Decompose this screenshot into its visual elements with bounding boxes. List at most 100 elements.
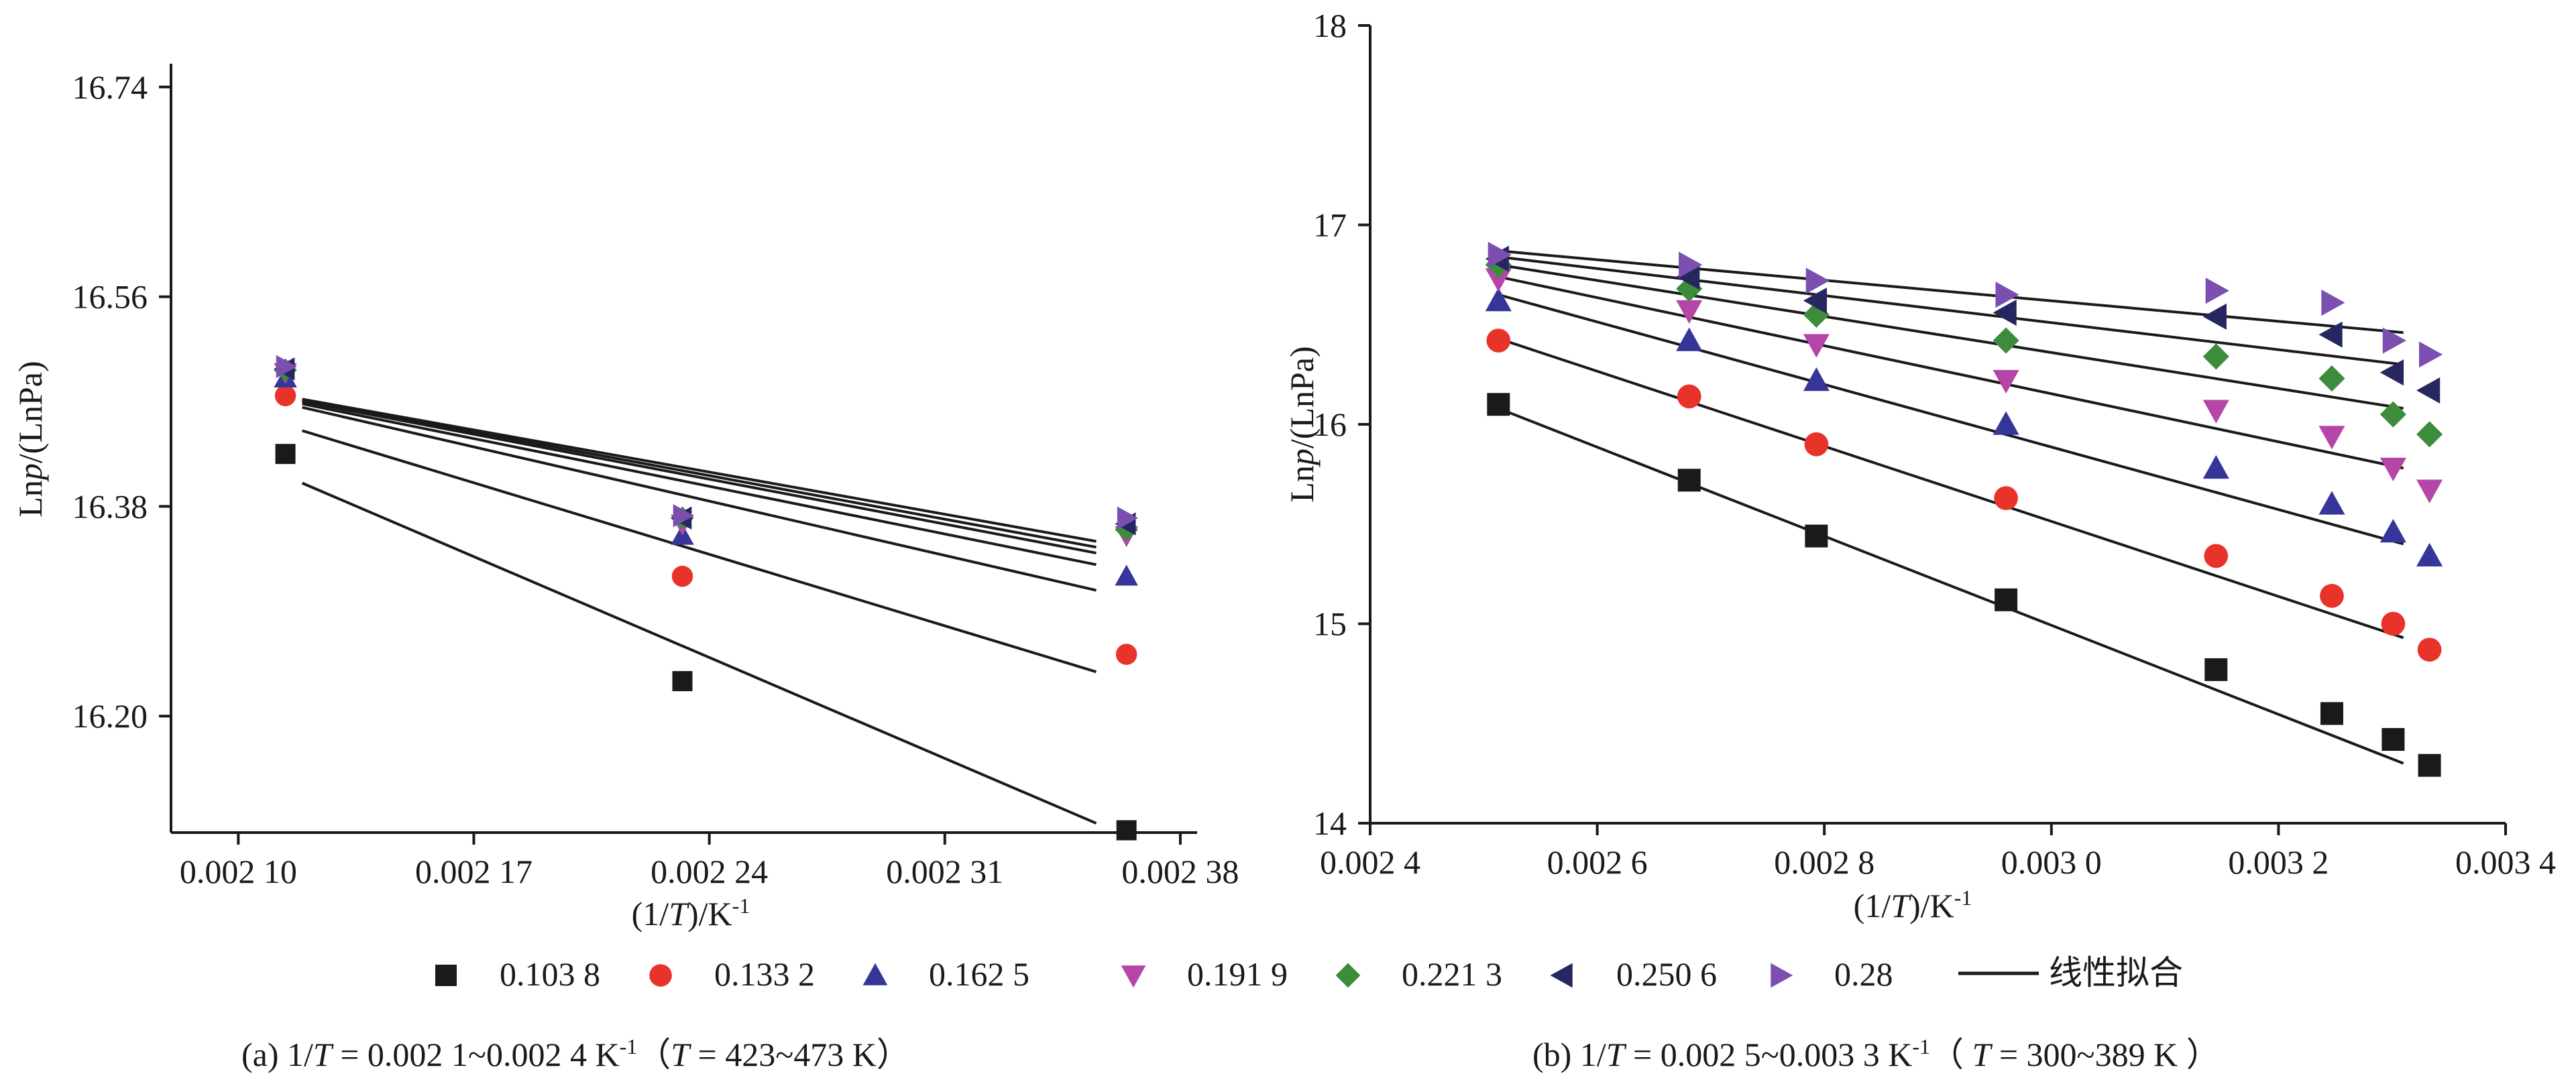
data-point bbox=[2318, 321, 2343, 348]
data-point bbox=[1676, 276, 1703, 302]
panel-b-ylabel: Lnp/(LnPa) bbox=[1283, 346, 1321, 502]
data-point bbox=[2320, 702, 2343, 725]
data-point bbox=[2202, 455, 2229, 479]
data-point bbox=[1805, 267, 1830, 294]
fit-line bbox=[302, 398, 1097, 543]
y-tick-label: 16.74 bbox=[72, 68, 148, 106]
legend-label: 0.162 5 bbox=[929, 955, 1029, 993]
data-point bbox=[1676, 263, 1700, 290]
data-point bbox=[671, 565, 693, 587]
legend: 0.103 8 0.133 2 0.162 5 0.191 9 0.221 3 0.250… bbox=[435, 954, 2183, 993]
fit-line bbox=[1498, 275, 2404, 470]
data-point bbox=[2416, 421, 2443, 448]
fit-line bbox=[302, 399, 1097, 549]
fit-line bbox=[1498, 337, 2404, 640]
y-tick-label: 18 bbox=[1313, 7, 1347, 44]
panel-a-caption: (a) 1/T = 0.002 1~0.002 4 K-1（T = 423~47… bbox=[241, 1034, 910, 1073]
data-point bbox=[1993, 369, 2019, 394]
data-point bbox=[2382, 728, 2405, 751]
data-point bbox=[2416, 377, 2441, 404]
data-point bbox=[2379, 457, 2406, 481]
panel-b-caption: (b) 1/T = 0.002 5~0.003 3 K-1（ T = 300~3… bbox=[1532, 1034, 2220, 1073]
data-point bbox=[1676, 327, 1703, 351]
fit-line bbox=[1498, 407, 2404, 765]
legend-marker bbox=[1550, 963, 1573, 988]
data-point bbox=[1995, 282, 2019, 308]
data-point bbox=[1488, 241, 1512, 268]
legend-label: 0.103 8 bbox=[500, 955, 600, 993]
data-point bbox=[2204, 544, 2229, 568]
data-point bbox=[1676, 300, 1703, 324]
x-tick-label: 0.002 10 bbox=[180, 853, 297, 890]
data-point bbox=[1803, 288, 1827, 314]
legend-marker bbox=[862, 963, 888, 985]
data-point bbox=[2418, 753, 2441, 777]
data-point bbox=[2202, 303, 2227, 330]
data-point bbox=[1487, 393, 1510, 416]
fit-line bbox=[302, 406, 1097, 592]
legend-marker bbox=[1335, 963, 1361, 988]
fit-line bbox=[302, 402, 1097, 566]
x-tick-label: 0.002 38 bbox=[1121, 853, 1239, 890]
panel-a-chart: 0.002 10 0.002 17 0.002 24 0.002 31 0.002 38… bbox=[11, 64, 1239, 932]
fit-line bbox=[302, 429, 1097, 674]
fit-line bbox=[1498, 263, 2404, 410]
data-point bbox=[1995, 588, 2018, 611]
data-point bbox=[2202, 343, 2229, 370]
y-tick-label: 14 bbox=[1313, 804, 1347, 842]
data-point bbox=[2202, 400, 2229, 424]
data-point bbox=[672, 671, 693, 692]
y-tick-label: 16.56 bbox=[72, 278, 148, 316]
data-point bbox=[2320, 584, 2344, 608]
y-tick-label: 15 bbox=[1313, 605, 1347, 643]
data-point bbox=[2321, 289, 2345, 316]
data-point bbox=[2382, 327, 2406, 354]
data-point bbox=[2379, 519, 2406, 543]
data-point bbox=[2416, 479, 2443, 503]
data-point bbox=[1805, 524, 1828, 548]
data-point bbox=[2381, 611, 2406, 636]
legend-fit-label: 线性拟合 bbox=[2049, 954, 2183, 991]
data-point bbox=[2318, 365, 2345, 392]
data-point bbox=[274, 385, 296, 407]
x-tick-label: 0.002 8 bbox=[1774, 843, 1874, 881]
data-point bbox=[1803, 367, 1830, 391]
panel-a-xlabel: (1/T)/K-1 bbox=[632, 894, 750, 932]
data-point bbox=[1993, 327, 2019, 354]
data-point bbox=[2205, 278, 2229, 304]
x-tick-label: 0.002 6 bbox=[1547, 843, 1648, 881]
panel-b-xlabel: (1/T)/K-1 bbox=[1854, 886, 1972, 924]
legend-marker bbox=[1771, 963, 1793, 988]
legend-label: 0.221 3 bbox=[1402, 955, 1502, 993]
x-tick-label: 0.002 4 bbox=[1320, 843, 1420, 881]
legend-marker bbox=[435, 965, 457, 986]
data-point bbox=[1117, 506, 1138, 530]
data-point bbox=[2417, 638, 2442, 662]
data-point bbox=[2318, 491, 2345, 515]
x-tick-label: 0.002 24 bbox=[651, 853, 768, 890]
legend-marker bbox=[649, 964, 672, 987]
x-tick-label: 0.002 31 bbox=[886, 853, 1003, 890]
data-point bbox=[1677, 384, 1701, 409]
data-point bbox=[1485, 268, 1512, 292]
y-tick-label: 17 bbox=[1313, 206, 1347, 244]
data-point bbox=[1485, 288, 1512, 312]
fit-line bbox=[301, 481, 1097, 825]
data-point bbox=[2318, 426, 2345, 450]
x-tick-label: 0.003 2 bbox=[2228, 843, 2329, 881]
fit-line bbox=[1498, 255, 2404, 366]
data-point bbox=[1994, 486, 2018, 510]
data-point bbox=[275, 444, 296, 465]
panel-a-ylabel: Lnp/(LnPa) bbox=[11, 361, 49, 517]
data-point bbox=[673, 504, 694, 528]
x-tick-label: 0.003 4 bbox=[2455, 843, 2556, 881]
data-point bbox=[1993, 299, 2017, 326]
legend-label: 0.191 9 bbox=[1187, 955, 1288, 993]
data-point bbox=[1804, 432, 1829, 457]
data-point bbox=[2416, 542, 2443, 566]
data-point bbox=[2379, 401, 2406, 428]
data-point bbox=[2379, 359, 2404, 386]
data-point bbox=[1115, 564, 1138, 586]
data-point bbox=[1679, 251, 1703, 278]
